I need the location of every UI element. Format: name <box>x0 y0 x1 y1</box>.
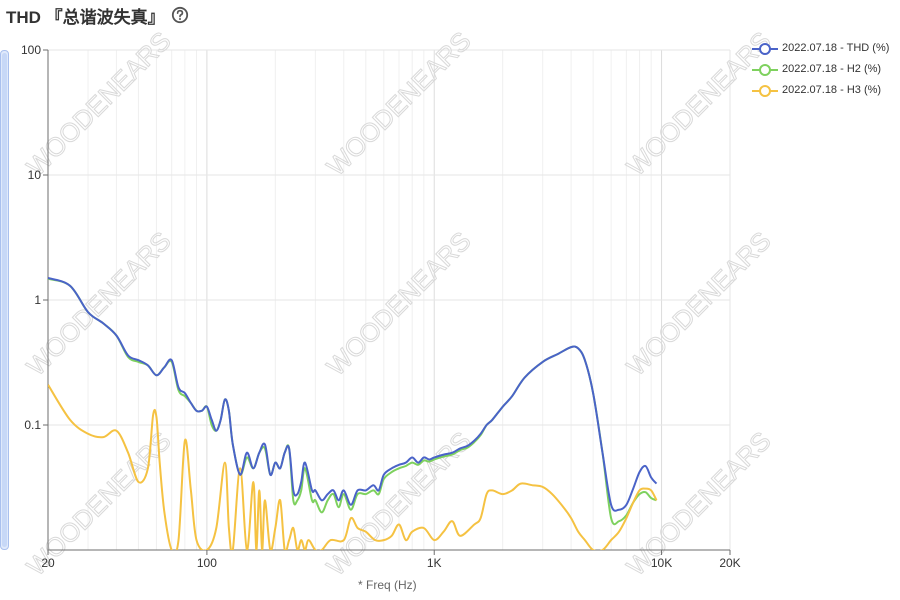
series-line-thd[interactable] <box>48 277 658 512</box>
legend-item-thd[interactable]: 2022.07.18 - THD (%) <box>752 42 900 56</box>
axes: 100 10 1 0.1 20 100 1K 10K 20K <box>21 43 741 570</box>
legend-line-circle-icon <box>752 85 778 97</box>
question-circle-icon[interactable] <box>171 6 189 24</box>
series-line-h2[interactable] <box>48 277 657 526</box>
legend-label-h2: 2022.07.18 - H2 (%) <box>782 63 882 75</box>
watermark: WOODENEARS WOODENEARS WOODENEARS WOODENEARS… <box>20 25 777 582</box>
legend-item-h3[interactable]: 2022.07.18 - H3 (%) <box>752 84 900 98</box>
legend-item-h2[interactable]: 2022.07.18 - H2 (%) <box>752 63 900 77</box>
x-tick-label: 1K <box>427 556 442 570</box>
watermark-text: WOODENEARS <box>21 226 177 382</box>
x-tick-label: 20 <box>41 556 55 570</box>
legend-line-circle-icon <box>752 64 778 76</box>
y-tick-label: 0.1 <box>24 418 41 432</box>
chart-title: THD 『总谐波失真』 <box>6 7 165 27</box>
watermark-text: WOODENEARS <box>621 426 777 582</box>
series-lines[interactable] <box>48 277 658 554</box>
zoom-slider-handle[interactable] <box>2 53 7 547</box>
legend-label-h3: 2022.07.18 - H3 (%) <box>782 84 882 96</box>
x-tick-label: 20K <box>719 556 740 570</box>
y-tick-label: 1 <box>34 293 41 307</box>
x-tick-label: 10K <box>651 556 672 570</box>
y-tick-label: 100 <box>21 43 41 57</box>
legend-line-circle-icon <box>752 43 778 55</box>
legend: 2022.07.18 - THD (%) 2022.07.18 - H2 (%)… <box>752 42 900 105</box>
watermark-text: WOODENEARS <box>21 26 177 182</box>
y-tick-label: 10 <box>28 168 42 182</box>
grid <box>48 49 731 550</box>
x-axis-title: * Freq (Hz) <box>358 578 417 592</box>
zoom-slider[interactable] <box>0 50 9 550</box>
series-line-h3[interactable] <box>48 384 658 554</box>
legend-label-thd: 2022.07.18 - THD (%) <box>782 42 890 54</box>
watermark-text: WOODENEARS <box>621 226 777 382</box>
x-tick-label: 100 <box>197 556 217 570</box>
chart-title-row: THD 『总谐波失真』 <box>6 2 189 28</box>
